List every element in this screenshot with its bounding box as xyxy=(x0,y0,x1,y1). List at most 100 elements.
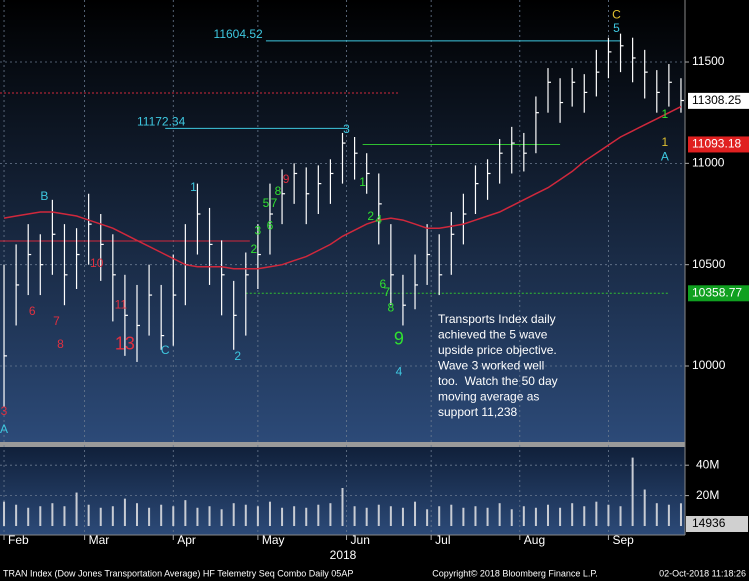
volume-bar xyxy=(268,501,271,526)
volume-bar xyxy=(547,504,549,526)
x-tick-label: Sep xyxy=(612,533,634,547)
volume-bar xyxy=(317,504,320,526)
wave-label: 5 xyxy=(613,21,620,35)
volume-bar xyxy=(15,504,18,526)
volume-bar xyxy=(426,509,429,526)
wave-label: 9 xyxy=(394,328,404,348)
wave-label: C xyxy=(612,8,621,22)
volume-bar xyxy=(63,506,66,526)
volume-bar xyxy=(438,506,441,526)
volume-bar xyxy=(522,506,525,526)
volume-tick-label: 20M xyxy=(696,488,719,502)
volume-bar xyxy=(148,507,151,526)
volume-bar xyxy=(244,504,247,526)
volume-bar xyxy=(595,501,598,526)
price-label-box xyxy=(688,285,749,302)
y-tick-label: 10500 xyxy=(692,257,726,271)
volume-bar xyxy=(667,504,670,526)
note-line: achieved the 5 wave xyxy=(438,328,548,342)
wave-label: 7 xyxy=(383,285,390,299)
wave-label: 11 xyxy=(115,297,128,311)
footer-right: 02-Oct-2018 11:18:26 xyxy=(659,568,746,578)
wave-label: B xyxy=(40,189,48,203)
volume-bar xyxy=(87,504,90,526)
volume-bar xyxy=(305,507,308,526)
wave-label: 9 xyxy=(283,172,290,186)
price-label: 11308.25 xyxy=(692,93,741,107)
wave-label: C xyxy=(161,343,170,357)
volume-bar xyxy=(341,488,344,526)
volume-bar xyxy=(450,504,453,526)
volume-bar xyxy=(462,507,465,526)
volume-bar xyxy=(498,503,501,526)
volume-bar xyxy=(172,506,175,526)
wave-label: 2 xyxy=(251,242,258,256)
volume-bar xyxy=(208,506,211,526)
wave-label: 4 xyxy=(375,212,382,226)
volume-bar xyxy=(486,507,489,526)
volume-bar xyxy=(111,506,114,526)
volume-bar xyxy=(631,457,634,526)
volume-bar xyxy=(39,506,42,526)
wave-label: 8 xyxy=(275,184,282,198)
price-label-box xyxy=(688,136,749,153)
volume-bar xyxy=(655,503,658,526)
x-tick-label: Aug xyxy=(524,533,545,547)
wave-label: 6 xyxy=(267,218,274,232)
footer-left: TRAN Index (Dow Jones Transportation Ave… xyxy=(3,568,353,578)
wave-label: 1 xyxy=(662,107,669,121)
volume-bar xyxy=(293,506,296,526)
footer-center: Copyright© 2018 Bloomberg Finance L.P. xyxy=(432,568,598,578)
volume-bar xyxy=(353,506,356,526)
volume-bar xyxy=(583,506,586,526)
volume-bar xyxy=(256,506,259,526)
volume-bar xyxy=(389,506,392,526)
note-line: upside price objective. xyxy=(438,343,557,357)
wave-label: 1 xyxy=(662,135,669,149)
volume-bar xyxy=(679,503,682,526)
wave-label: 5 xyxy=(263,196,270,210)
volume-last-box xyxy=(686,516,748,532)
wave-label: 13 xyxy=(115,334,135,354)
note-line: moving average as xyxy=(438,390,539,404)
volume-bar xyxy=(377,504,380,526)
volume-bar xyxy=(643,489,646,526)
wave-label: 4 xyxy=(396,364,403,378)
x-tick-label: Feb xyxy=(8,533,29,547)
volume-bar xyxy=(51,503,54,526)
price-label: 10358.77 xyxy=(692,285,742,299)
wave-label: 2 xyxy=(367,209,374,223)
volume-bar xyxy=(220,509,223,526)
volume-bar xyxy=(27,507,30,526)
x-tick-label: May xyxy=(262,533,285,547)
price-label-box xyxy=(688,92,749,109)
wave-label: 6 xyxy=(379,277,386,291)
volume-bar xyxy=(329,503,332,526)
wave-label: A xyxy=(0,422,8,436)
volume-bar xyxy=(3,501,6,526)
volume-bar xyxy=(99,507,102,526)
x-tick-label: Apr xyxy=(177,533,196,547)
volume-bar xyxy=(75,492,78,526)
moving-average xyxy=(3,105,682,270)
volume-bar xyxy=(414,501,417,526)
note-line: Wave 3 worked well xyxy=(438,359,544,373)
wave-label: 1 xyxy=(190,180,197,194)
volume-bar xyxy=(534,507,537,526)
wave-label: 6 xyxy=(29,304,36,318)
volume-bar xyxy=(571,503,574,526)
y-tick-label: 10000 xyxy=(692,358,726,372)
level-label: 11604.52 xyxy=(214,27,263,41)
y-tick-label: 11500 xyxy=(692,54,725,68)
note-line: Transports Index daily xyxy=(438,312,556,326)
price-label: 11093.18 xyxy=(692,137,741,151)
level-label: 11172.34 xyxy=(137,115,186,129)
volume-tick-label: 40M xyxy=(696,457,719,471)
wave-label: A xyxy=(661,149,669,163)
wave-label: 7 xyxy=(53,314,60,328)
volume-last-label: 14936 xyxy=(692,516,726,530)
volume-bar xyxy=(196,507,199,526)
wave-label: 3 xyxy=(1,404,8,418)
wave-label: 7 xyxy=(271,196,278,210)
